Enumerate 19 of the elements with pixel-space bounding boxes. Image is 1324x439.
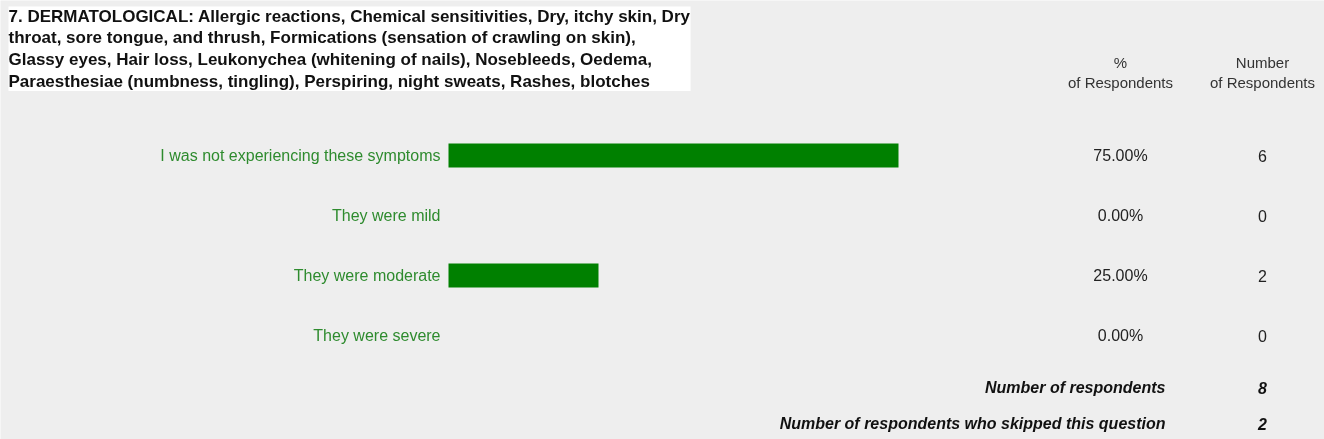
text: Number of respondents: [985, 379, 1166, 396]
y-tick-label: I was not experiencing these symptoms: [160, 147, 441, 164]
text: 2: [1257, 415, 1268, 433]
data-label: 25.00%: [1093, 267, 1148, 284]
y-tick-label: They were mild: [332, 207, 441, 224]
chart-title: 7. DERMATOLOGICAL: Allergic reactions, Chemical sensitivities, Dry, itchy skin, Dry throat, sore tongue, and thrush, Formications (sensation of crawling on skin), Glassy eyes, Hair loss, Leukonychea (whitening of nails), Nosebleeds, Oedema, Paraesthesiae (numbness, tingling), Perspiring, night sweats, Rashes, blotches: [8, 6, 691, 92]
y-tick-label: They were moderate: [293, 267, 441, 284]
text: 2: [1258, 267, 1268, 285]
data-label: 0.00%: [1097, 327, 1144, 344]
text: 8: [1258, 379, 1268, 397]
data-label: 75.00%: [1093, 147, 1148, 164]
text: 0: [1258, 207, 1268, 225]
text: 6: [1258, 147, 1268, 165]
text: 0: [1258, 327, 1268, 345]
y-tick-label: They were severe: [313, 327, 441, 344]
text: Number of Respondents: [1209, 53, 1316, 92]
data-label: 0.00%: [1097, 207, 1144, 224]
text: Number of respondents who skipped this question: [779, 415, 1166, 432]
text: % of Respondents: [1067, 53, 1174, 92]
